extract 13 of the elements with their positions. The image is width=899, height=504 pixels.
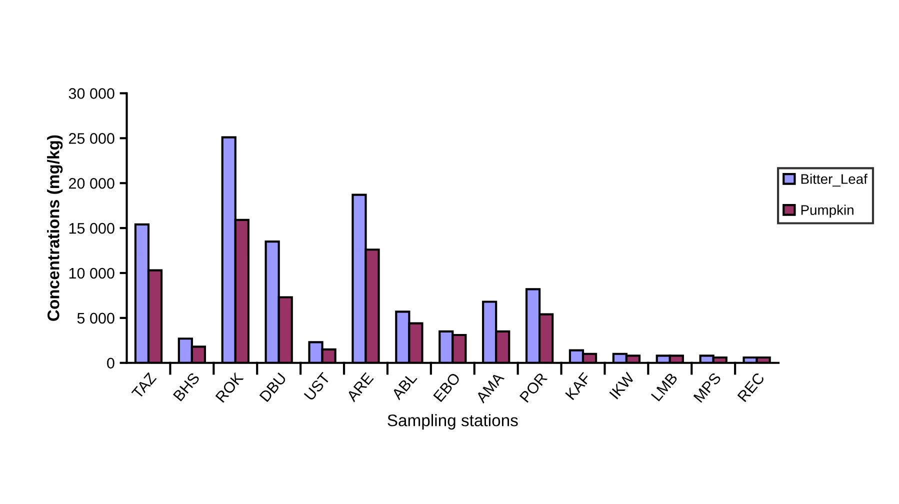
legend-label: Bitter_Leaf <box>801 174 868 187</box>
x-tick-label: TAZ <box>131 372 157 400</box>
x-axis-title: Sampling stations <box>388 414 518 430</box>
y-tick-label: 10 000 <box>69 268 114 279</box>
y-tick-label: 15 000 <box>69 222 114 234</box>
y-tick-label: 20 000 <box>69 178 114 189</box>
y-axis-title: Concentrations (mg/kg) <box>47 135 63 321</box>
y-tick-label: 30 000 <box>68 88 114 99</box>
x-tick-label: ABL <box>391 372 418 400</box>
y-tick-label: 25 000 <box>69 133 114 144</box>
y-tick-label: 5 000 <box>77 312 114 324</box>
y-tick-label: 0 <box>107 358 114 369</box>
legend-label: Pumpkin <box>801 204 854 218</box>
